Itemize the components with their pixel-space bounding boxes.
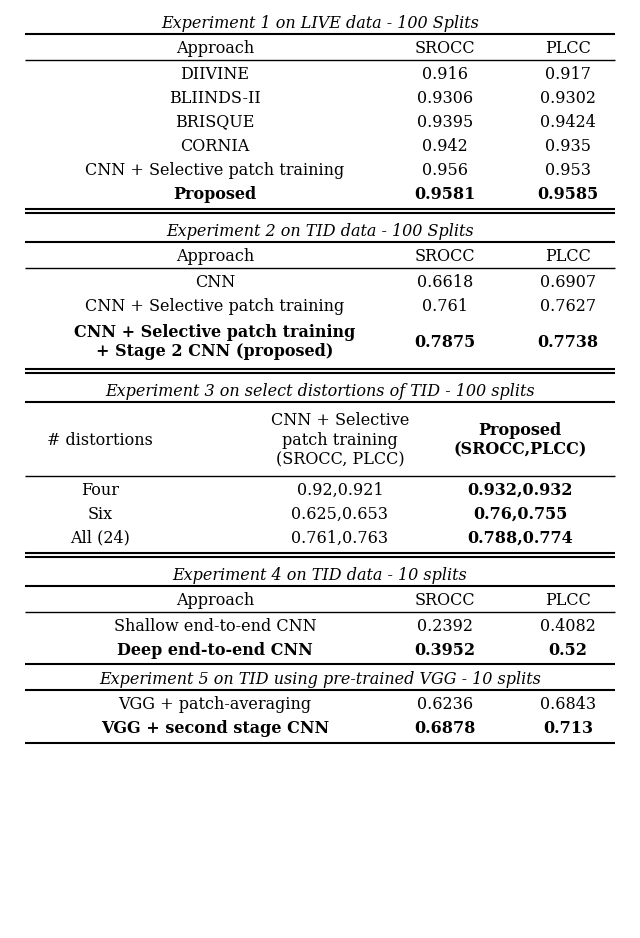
- Text: 0.76,0.755: 0.76,0.755: [473, 506, 567, 522]
- Text: CNN + Selective patch training: CNN + Selective patch training: [85, 297, 344, 314]
- Text: PLCC: PLCC: [545, 39, 591, 56]
- Text: CNN + Selective patch training: CNN + Selective patch training: [85, 161, 344, 178]
- Text: 0.956: 0.956: [422, 161, 468, 178]
- Text: SROCC: SROCC: [415, 592, 476, 609]
- Text: Six: Six: [88, 506, 113, 522]
- Text: 0.7738: 0.7738: [538, 334, 598, 351]
- Text: Experiment 1 on LIVE data - 100 Splits: Experiment 1 on LIVE data - 100 Splits: [161, 14, 479, 32]
- Text: Approach: Approach: [176, 592, 254, 609]
- Text: Four: Four: [81, 481, 119, 498]
- Text: CNN + Selective patch training
+ Stage 2 CNN (proposed): CNN + Selective patch training + Stage 2…: [74, 324, 356, 360]
- Text: 0.52: 0.52: [548, 642, 588, 658]
- Text: CNN: CNN: [195, 274, 235, 291]
- Text: 0.942: 0.942: [422, 138, 468, 155]
- Text: Experiment 5 on TID using pre-trained VGG - 10 splits: Experiment 5 on TID using pre-trained VG…: [99, 671, 541, 688]
- Text: 0.9424: 0.9424: [540, 113, 596, 130]
- Text: SROCC: SROCC: [415, 39, 476, 56]
- Text: 0.6843: 0.6843: [540, 695, 596, 713]
- Text: PLCC: PLCC: [545, 592, 591, 609]
- Text: 0.9302: 0.9302: [540, 89, 596, 107]
- Text: SROCC: SROCC: [415, 248, 476, 265]
- Text: 0.761: 0.761: [422, 297, 468, 314]
- Text: 0.92,0.921: 0.92,0.921: [297, 481, 383, 498]
- Text: 0.935: 0.935: [545, 138, 591, 155]
- Text: 0.9585: 0.9585: [538, 186, 598, 203]
- Text: CNN + Selective
patch training
(SROCC, PLCC): CNN + Selective patch training (SROCC, P…: [271, 412, 409, 468]
- Text: # distortions: # distortions: [47, 431, 153, 448]
- Text: 0.761,0.763: 0.761,0.763: [291, 529, 388, 547]
- Text: 0.9395: 0.9395: [417, 113, 473, 130]
- Text: Proposed
(SROCC,PLCC): Proposed (SROCC,PLCC): [453, 422, 587, 459]
- Text: DIIVINE: DIIVINE: [180, 66, 250, 83]
- Text: 0.4082: 0.4082: [540, 617, 596, 634]
- Text: Approach: Approach: [176, 248, 254, 265]
- Text: Experiment 3 on select distortions of TID - 100 splits: Experiment 3 on select distortions of TI…: [105, 383, 535, 400]
- Text: 0.932,0.932: 0.932,0.932: [467, 481, 573, 498]
- Text: 0.6236: 0.6236: [417, 695, 473, 713]
- Text: Experiment 4 on TID data - 10 splits: Experiment 4 on TID data - 10 splits: [173, 567, 467, 583]
- Text: 0.713: 0.713: [543, 719, 593, 736]
- Text: Approach: Approach: [176, 39, 254, 56]
- Text: 0.788,0.774: 0.788,0.774: [467, 529, 573, 547]
- Text: Proposed: Proposed: [173, 186, 257, 203]
- Text: 0.953: 0.953: [545, 161, 591, 178]
- Text: 0.9581: 0.9581: [414, 186, 476, 203]
- Text: 0.917: 0.917: [545, 66, 591, 83]
- Text: 0.7875: 0.7875: [414, 334, 476, 351]
- Text: BLIINDS-II: BLIINDS-II: [169, 89, 261, 107]
- Text: All (24): All (24): [70, 529, 130, 547]
- Text: 0.625,0.653: 0.625,0.653: [291, 506, 388, 522]
- Text: 0.6618: 0.6618: [417, 274, 473, 291]
- Text: Deep end-to-end CNN: Deep end-to-end CNN: [117, 642, 313, 658]
- Text: 0.9306: 0.9306: [417, 89, 473, 107]
- Text: 0.6907: 0.6907: [540, 274, 596, 291]
- Text: VGG + second stage CNN: VGG + second stage CNN: [101, 719, 329, 736]
- Text: 0.6878: 0.6878: [414, 719, 476, 736]
- Text: PLCC: PLCC: [545, 248, 591, 265]
- Text: CORNIA: CORNIA: [180, 138, 250, 155]
- Text: BRISQUE: BRISQUE: [175, 113, 255, 130]
- Text: Experiment 2 on TID data - 100 Splits: Experiment 2 on TID data - 100 Splits: [166, 222, 474, 239]
- Text: VGG + patch-averaging: VGG + patch-averaging: [118, 695, 312, 713]
- Text: Shallow end-to-end CNN: Shallow end-to-end CNN: [114, 617, 316, 634]
- Text: 0.3952: 0.3952: [415, 642, 476, 658]
- Text: 0.7627: 0.7627: [540, 297, 596, 314]
- Text: 0.2392: 0.2392: [417, 617, 473, 634]
- Text: 0.916: 0.916: [422, 66, 468, 83]
